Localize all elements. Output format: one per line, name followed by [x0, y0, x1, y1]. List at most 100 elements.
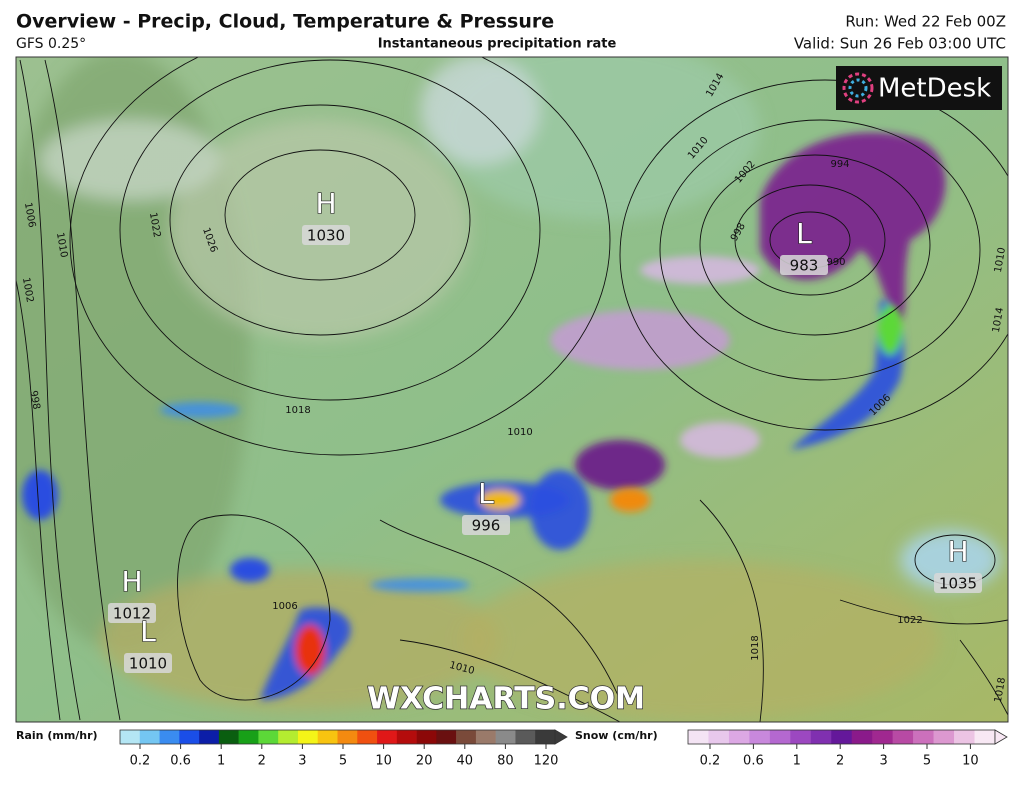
isobar-label: 1006: [22, 202, 37, 229]
rain-legend-label: Rain (mm/hr): [16, 729, 98, 742]
center-letter: H: [121, 565, 142, 598]
snow-tick-label: 1: [793, 754, 801, 769]
isobars: [16, 57, 1008, 722]
rain-swatch: [199, 730, 220, 744]
rain-tick-label: 20: [416, 754, 433, 769]
center-value-box: [124, 653, 172, 673]
rain-swatch: [515, 730, 536, 744]
logo-box: [836, 66, 1002, 110]
snow-swatch: [769, 730, 791, 744]
isobar-label: 1022: [897, 615, 922, 626]
rain-swatch: [297, 730, 319, 744]
snow-swatch: [872, 730, 893, 744]
center-value: 983: [790, 257, 819, 275]
isobar-label: 1010: [54, 232, 69, 259]
snow-swatch: [728, 730, 750, 744]
center-letter: H: [947, 535, 968, 568]
center-letter: L: [796, 217, 812, 250]
rain-swatch: [396, 730, 417, 744]
rain-swatch: [120, 730, 141, 744]
legends: 0.2 0.6 1 2 3 5 10 20 40 80 120 0.2 0.6 1 2 3 5 10: [119, 729, 1008, 769]
center-value: 1012: [113, 605, 151, 623]
center-value: 1030: [307, 227, 345, 245]
isobar-label: 1002: [20, 277, 35, 304]
watermark: WXCHARTS.COM: [367, 682, 645, 717]
rain-tick-label: 0.2: [130, 754, 151, 769]
isobar-label: 1018: [750, 635, 761, 660]
isobar-label: 994: [830, 159, 849, 170]
center-value-box: [934, 573, 982, 593]
center-letter: L: [478, 477, 494, 510]
snow-swatch: [810, 730, 832, 744]
snow-tick-label: 5: [923, 754, 931, 769]
snow-swatch: [974, 730, 996, 744]
isobar-label: 1010: [993, 247, 1008, 274]
snow-swatch: [831, 730, 853, 744]
isobar-label: 990: [826, 257, 845, 268]
rain-bar-arrow: [554, 729, 568, 745]
rain-swatch: [139, 730, 160, 744]
isobar-label: 1022: [147, 212, 162, 239]
snow-swatch: [954, 730, 975, 744]
rain-tick-label: 3: [298, 754, 306, 769]
center-value: 1035: [939, 575, 977, 593]
snow-swatch: [851, 730, 873, 744]
rain-tick-label: 0.6: [170, 754, 191, 769]
rain-swatch: [377, 730, 398, 744]
center-value-box: [302, 225, 350, 245]
isobar-label: 1014: [991, 307, 1006, 334]
snow-swatch: [708, 730, 730, 744]
center-value: 1010: [129, 655, 167, 673]
snow-tick-label: 3: [879, 754, 887, 769]
snow-tick-label: 10: [962, 754, 979, 769]
title: Overview - Precip, Cloud, Temperature & …: [16, 11, 554, 33]
center-letter: H: [315, 187, 336, 220]
snow-legend-label: Snow (cm/hr): [575, 729, 658, 742]
rain-tick-label: 1: [217, 754, 225, 769]
model: GFS 0.25°: [16, 36, 86, 52]
isobar-label: 1010: [507, 427, 532, 438]
rain-swatch: [317, 730, 338, 744]
rain-tick-label: 80: [497, 754, 514, 769]
center-letter: L: [140, 615, 156, 648]
logo-text: MetDesk: [878, 74, 991, 104]
isobar-label: 1018: [993, 677, 1008, 704]
snow-swatch: [913, 730, 934, 744]
rain-swatch: [278, 730, 299, 744]
center-value: 996: [472, 517, 501, 535]
center-value-box: [780, 255, 828, 275]
center-value-box: [462, 515, 510, 535]
run-time: Run: Wed 22 Feb 00Z: [845, 13, 1006, 31]
rain-tick-label: 120: [534, 754, 559, 769]
rain-swatch: [258, 730, 279, 744]
snow-swatch: [933, 730, 955, 744]
snow-bar-arrow: [994, 729, 1008, 745]
rain-swatch: [357, 730, 378, 744]
rain-swatch: [456, 730, 477, 744]
isobar-label: 1018: [285, 405, 310, 416]
rain-swatch: [535, 730, 556, 744]
rain-tick-label: 5: [339, 754, 347, 769]
rain-swatch: [436, 730, 457, 744]
snow-swatch: [688, 730, 709, 744]
snow-tick-label: 2: [836, 754, 844, 769]
rain-tick-label: 2: [258, 754, 266, 769]
rain-swatch: [337, 730, 358, 744]
rain-swatch: [179, 730, 200, 744]
rain-swatch: [416, 730, 437, 744]
snow-tick-label: 0.6: [743, 754, 764, 769]
valid-time: Valid: Sun 26 Feb 03:00 UTC: [794, 35, 1006, 53]
rain-swatch: [238, 730, 259, 744]
rain-swatch: [159, 730, 180, 744]
isobar-label: 1006: [272, 601, 297, 612]
rain-tick-label: 40: [457, 754, 474, 769]
snow-swatch: [749, 730, 771, 744]
logo-icon: [842, 72, 874, 104]
rain-tick-label: 10: [375, 754, 392, 769]
snow-tick-label: 0.2: [700, 754, 721, 769]
center-value-box: [108, 603, 156, 623]
map-frame: [15, 56, 1009, 723]
